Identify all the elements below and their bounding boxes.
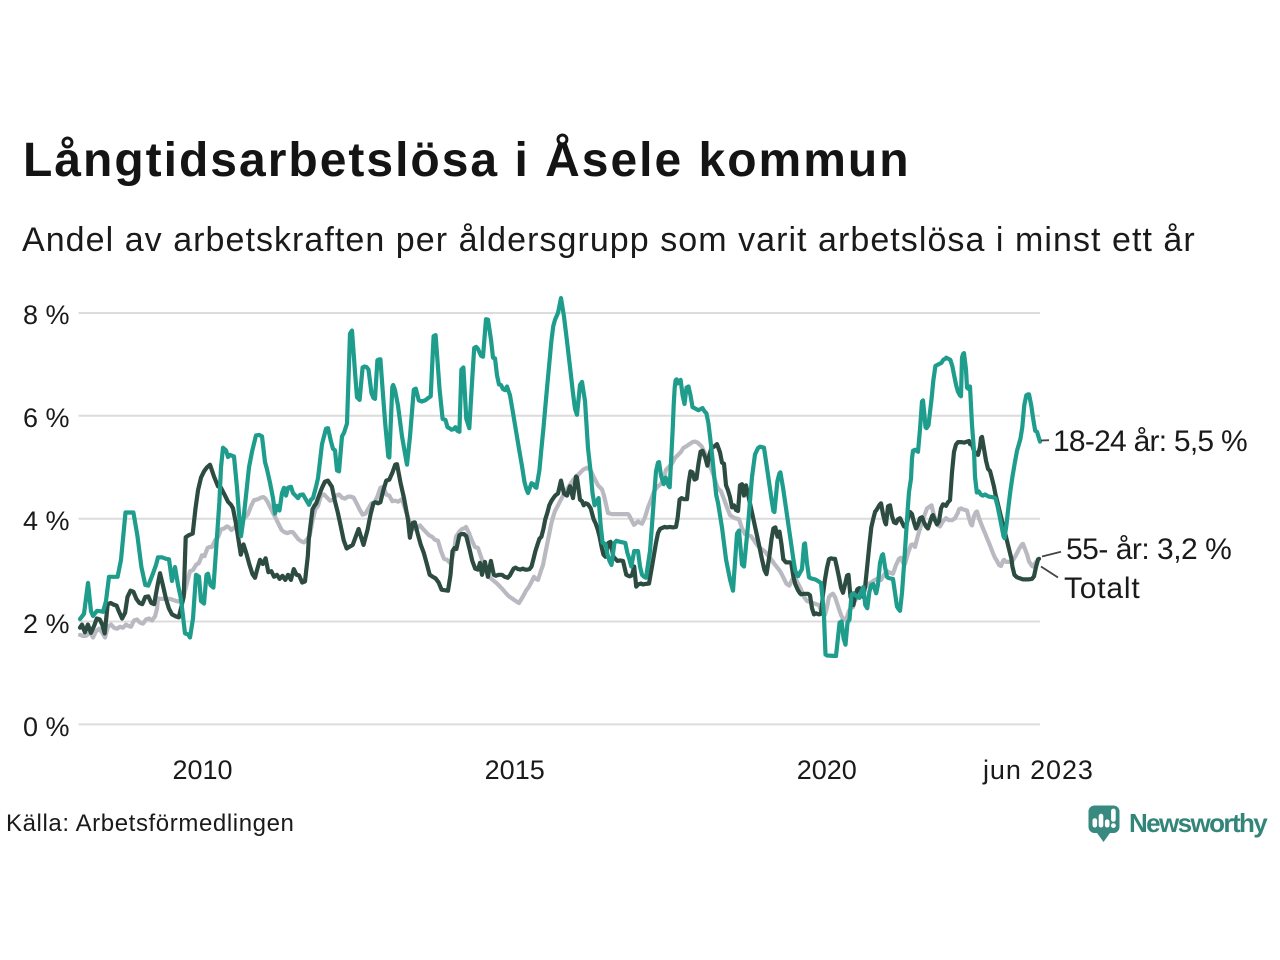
svg-text:jun 2023: jun 2023 — [982, 755, 1094, 785]
svg-text:0 %: 0 % — [23, 712, 70, 742]
svg-text:2015: 2015 — [485, 755, 545, 785]
svg-text:Källa: Arbetsförmedlingen: Källa: Arbetsförmedlingen — [6, 810, 295, 837]
svg-text:4 %: 4 % — [23, 506, 70, 536]
svg-text:Långtidsarbetslösa i Åsele kom: Långtidsarbetslösa i Åsele kommun — [23, 133, 911, 187]
svg-text:2010: 2010 — [172, 755, 232, 785]
svg-text:18-24 år: 5,5 %: 18-24 år: 5,5 % — [1053, 425, 1247, 458]
svg-text:Totalt: Totalt — [1064, 572, 1141, 605]
svg-text:Andel av arbetskraften per åld: Andel av arbetskraften per åldersgrupp s… — [22, 221, 1196, 259]
svg-text:2 %: 2 % — [23, 609, 70, 639]
svg-text:Newsworthy: Newsworthy — [1129, 808, 1268, 838]
svg-text:55- år: 3,2 %: 55- år: 3,2 % — [1066, 533, 1231, 566]
svg-text:2020: 2020 — [797, 755, 857, 785]
svg-text:8 %: 8 % — [23, 300, 70, 330]
svg-text:6 %: 6 % — [23, 403, 70, 433]
